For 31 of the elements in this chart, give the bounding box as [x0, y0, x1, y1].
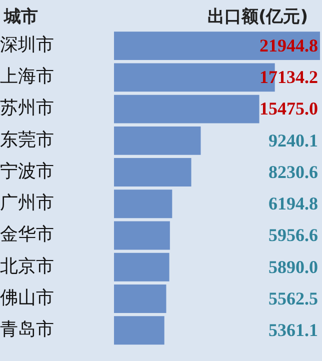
y-tick-label: 宁波市: [0, 160, 54, 182]
bar: [114, 94, 260, 124]
y-tick-label: 佛山市: [0, 287, 54, 308]
data-label: 21944.8: [260, 35, 318, 56]
y-tick-label: 上海市: [0, 66, 54, 88]
data-label: 5890.0: [268, 256, 318, 277]
data-label: 5361.1: [268, 320, 318, 340]
x-axis-title: 出口额(亿元): [207, 6, 308, 28]
bar: [114, 252, 170, 282]
data-label: 9240.1: [268, 130, 318, 150]
y-tick-label: 东莞市: [0, 129, 54, 150]
data-label: 8230.6: [268, 162, 318, 182]
data-label: 5562.5: [268, 288, 318, 308]
bar: [114, 190, 172, 218]
bar: [114, 126, 201, 155]
y-tick-label: 苏州市: [0, 98, 54, 119]
bar: [114, 316, 164, 345]
y-tick-label: 北京市: [0, 256, 54, 277]
y-tick-label: 金华市: [0, 224, 54, 246]
y-tick-label: 广州市: [0, 192, 54, 214]
data-label: 15475.0: [260, 98, 318, 119]
bar: [114, 221, 170, 250]
data-label: 6194.8: [268, 194, 318, 214]
bar: [114, 284, 166, 313]
data-label: 5956.6: [268, 225, 318, 246]
data-label: 17134.2: [260, 67, 318, 88]
bar: [114, 32, 320, 60]
y-tick-label: 深圳市: [0, 34, 54, 56]
y-axis-title: 城市: [4, 6, 38, 28]
y-tick-label: 青岛市: [0, 319, 54, 340]
bar: [114, 158, 192, 187]
